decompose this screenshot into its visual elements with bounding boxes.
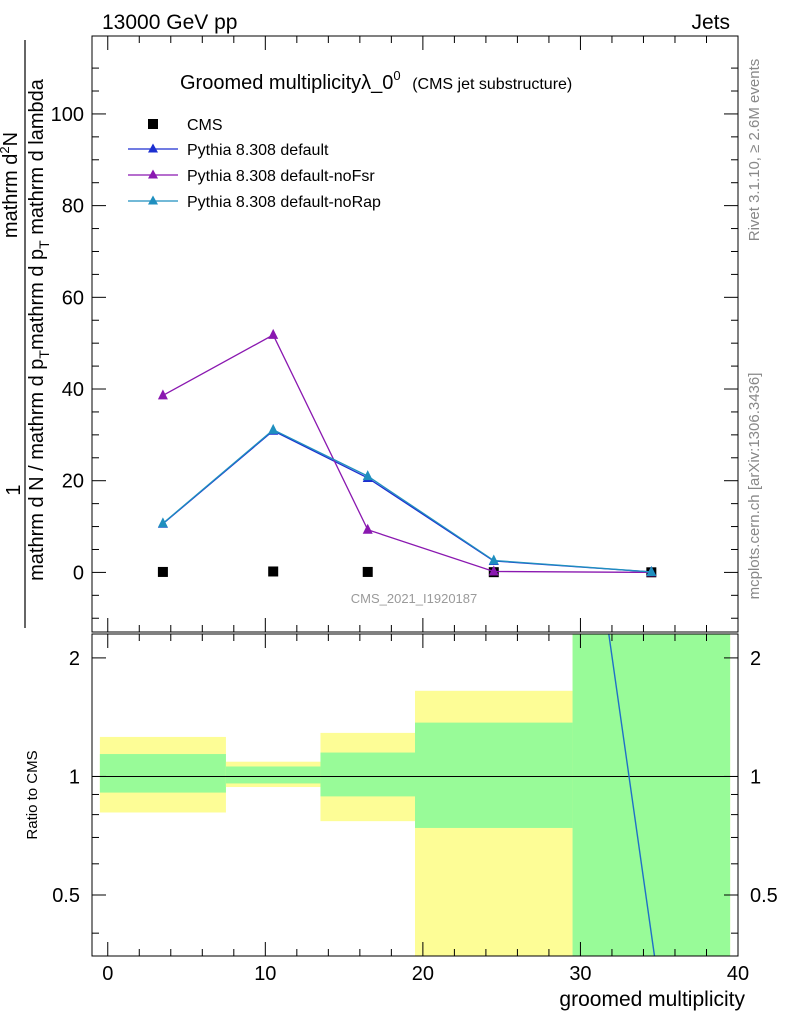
legend-label-nofsr: Pythia 8.308 default-noFsr bbox=[187, 168, 375, 185]
series-pythia-8-308-default-nofsr-point bbox=[488, 565, 499, 576]
main-panel: Groomed multiplicityλ_00 (CMS jet substr… bbox=[0, 35, 739, 633]
ylabel-den-part-1: mathrm d N / mathrm d p bbox=[26, 359, 48, 581]
main-series-layer bbox=[157, 328, 657, 578]
legend-marker-nofsr bbox=[148, 169, 158, 179]
main-y-tick-label: 40 bbox=[62, 379, 84, 401]
legend-label-cms: CMS bbox=[187, 117, 223, 134]
chart-title: Groomed multiplicityλ_00 (CMS jet substr… bbox=[180, 63, 572, 94]
series-pythia-8-308-default-norap-point bbox=[268, 423, 279, 434]
ratio-y-tick-label: 0.5 bbox=[52, 885, 80, 907]
series-cms-point bbox=[157, 566, 168, 577]
ylabel-den-part-2: mathrm d p bbox=[26, 249, 48, 350]
ratio-x-tick-label: 20 bbox=[412, 963, 434, 985]
rivet-label: Rivet 3.1.10, ≥ 2.6M events bbox=[746, 59, 763, 242]
legend-entry-cms: CMS bbox=[148, 117, 223, 134]
main-panel-frame bbox=[91, 35, 739, 633]
series-pythia-8-308-default-nofsr-point bbox=[268, 328, 279, 339]
series-pythia-8-308-default-norap-point bbox=[362, 470, 373, 481]
ylabel-num-part-2: N bbox=[0, 132, 22, 146]
x-axis-title: groomed multiplicity bbox=[559, 988, 745, 1011]
series-pythia-8-308-default-nofsr-point bbox=[157, 389, 168, 400]
main-y-axis: 0 20 40 60 80 100 bbox=[51, 67, 738, 619]
analysis-watermark: CMS_2021_I1920187 bbox=[351, 591, 478, 606]
ratio-x-tick-label: 30 bbox=[569, 963, 591, 985]
ylabel-den-part-3: mathrm d lambda bbox=[26, 78, 48, 240]
ratio-series-norap-line bbox=[608, 633, 656, 957]
process-label: Jets bbox=[691, 11, 730, 34]
ratio-y-tick-label: 2 bbox=[69, 648, 80, 670]
main-y-axis-title: 1 mathrm d N / mathrm d pTmathrm d pT ma… bbox=[0, 40, 52, 628]
chart-title-text: Groomed multiplicityλ_0 bbox=[180, 72, 393, 94]
ratio-x-tick-label: 0 bbox=[102, 963, 113, 985]
ylabel-den-sub-1: T bbox=[36, 350, 52, 359]
ratio-y-tick-label-right: 1 bbox=[750, 766, 761, 788]
main-y-tick-label: 100 bbox=[51, 104, 84, 126]
legend-marker-norap bbox=[148, 195, 158, 205]
main-x-axis-ticks bbox=[107, 36, 707, 632]
ratio-series-layer bbox=[608, 633, 656, 957]
series-pythia-8-308-default-line bbox=[162, 429, 652, 573]
series-pythia-8-308-default-norap-point bbox=[646, 565, 657, 576]
ratio-y-tick-label-right: 0.5 bbox=[750, 885, 778, 907]
legend-marker-default bbox=[148, 143, 158, 153]
ratio-x-tick-label: 40 bbox=[727, 963, 749, 985]
ratio-y-axis-title: Ratio to CMS bbox=[24, 750, 41, 839]
ylabel-num-sup: 2 bbox=[0, 146, 12, 153]
ylabel-numerator: mathrm d2N bbox=[0, 132, 22, 238]
ylabel-num-part-1: mathrm d bbox=[0, 154, 22, 238]
ratio-panel: 0.5 0.5 1 1 2 2 0 10 20 30 40 Ratio to CMS groome… bbox=[24, 633, 778, 1011]
main-y-tick-label: 0 bbox=[73, 562, 84, 584]
ratio-band-stat bbox=[99, 754, 226, 793]
ratio-x-tick-label: 10 bbox=[254, 963, 276, 985]
ylabel-denominator: mathrm d N / mathrm d pTmathrm d pT math… bbox=[26, 78, 52, 581]
series-cms-point bbox=[362, 566, 373, 577]
series-pythia-8-308-default-norap-point bbox=[157, 517, 168, 528]
ratio-y-tick-label-right: 2 bbox=[750, 648, 761, 670]
ratio-band-stat bbox=[225, 766, 321, 784]
series-pythia-8-308-default-nofsr-line bbox=[162, 334, 652, 574]
series-pythia-8-308-default-nofsr-point bbox=[362, 523, 373, 534]
chart-title-superscript: 0 bbox=[393, 68, 400, 83]
legend-entry-norap: Pythia 8.308 default-noRap bbox=[128, 194, 381, 211]
legend-entry-default: Pythia 8.308 default bbox=[128, 142, 329, 159]
ratio-y-axis: 0.5 0.5 1 1 2 2 bbox=[52, 648, 778, 934]
ratio-band-stat bbox=[415, 722, 573, 828]
main-y-tick-label: 20 bbox=[62, 471, 84, 493]
series-pythia-8-308-default-norap-line bbox=[162, 429, 652, 573]
legend: CMS Pythia 8.308 default Pythia 8.308 de… bbox=[128, 117, 381, 211]
ylabel-lead: 1 bbox=[3, 484, 25, 495]
ratio-band-stat bbox=[572, 634, 731, 956]
main-y-tick-label: 60 bbox=[62, 287, 84, 309]
legend-entry-nofsr: Pythia 8.308 default-noFsr bbox=[128, 168, 375, 185]
ylabel-den-sub-2: T bbox=[36, 240, 52, 249]
ratio-y-tick-label: 1 bbox=[69, 766, 80, 788]
ratio-bands bbox=[99, 634, 731, 956]
chart-subtitle: (CMS jet substructure) bbox=[412, 76, 572, 93]
ratio-panel-frame bbox=[91, 633, 739, 957]
legend-label-default: Pythia 8.308 default bbox=[187, 142, 329, 159]
source-label: mcplots.cern.ch [arXiv:1306.3436] bbox=[746, 373, 763, 600]
ratio-band-stat bbox=[320, 752, 415, 797]
ratio-x-axis: 0 10 20 30 40 bbox=[102, 634, 749, 985]
energy-label: 13000 GeV pp bbox=[102, 11, 237, 34]
legend-label-norap: Pythia 8.308 default-noRap bbox=[187, 194, 381, 211]
series-pythia-8-308-default-norap-point bbox=[488, 554, 499, 565]
series-cms-point bbox=[268, 566, 279, 577]
legend-marker-cms bbox=[148, 119, 158, 129]
main-y-tick-label: 80 bbox=[62, 196, 84, 218]
